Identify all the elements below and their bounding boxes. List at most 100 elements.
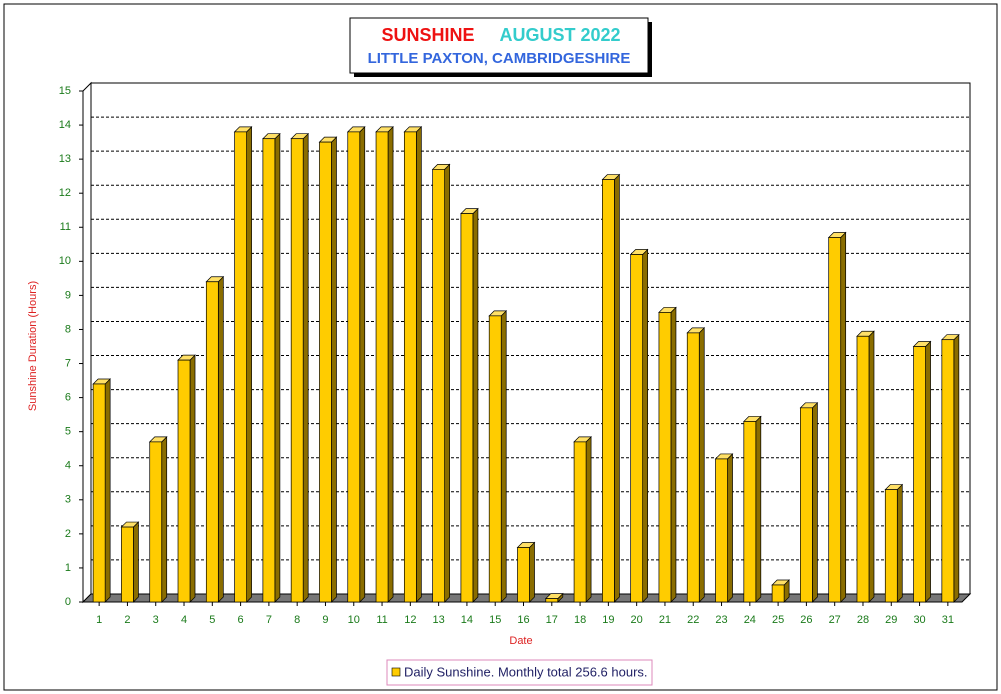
bar: [941, 333, 960, 603]
x-tick-label: 17: [546, 614, 558, 626]
bar-front: [658, 312, 672, 603]
bar-side: [415, 126, 422, 603]
bar-front: [460, 213, 474, 603]
bar: [686, 327, 706, 603]
bar-front: [545, 598, 559, 603]
x-axis-label: Date: [509, 635, 532, 647]
bar-front: [913, 346, 926, 603]
bar-front: [234, 131, 247, 603]
y-tick-label: 3: [65, 494, 71, 506]
bar-side: [925, 340, 931, 603]
legend-swatch: [391, 667, 401, 677]
bar-side: [529, 541, 535, 603]
bar-front: [205, 281, 219, 603]
bar-side: [698, 327, 705, 603]
bar: [148, 436, 168, 603]
bar: [403, 126, 423, 603]
bar: [92, 378, 111, 603]
x-tick-label: 8: [294, 614, 300, 626]
title-box: [349, 17, 649, 74]
bar: [629, 248, 649, 603]
bar-front: [177, 359, 191, 603]
bar-front: [319, 141, 332, 603]
x-tick-label: 1: [96, 614, 102, 626]
bar: [742, 415, 762, 603]
bar-side: [896, 483, 903, 603]
bar-front: [573, 441, 587, 603]
x-tick-label: 28: [857, 614, 869, 626]
bar-side: [274, 132, 281, 603]
bar-side: [387, 126, 394, 603]
chart-subtitle: LITTLE PAXTON, CAMBRIDGESHIRE: [368, 50, 631, 67]
bar-side: [359, 126, 366, 603]
bar: [799, 401, 819, 603]
bar-front: [715, 458, 728, 603]
bar: [714, 453, 734, 603]
x-tick-label: 21: [659, 614, 671, 626]
x-tick-label: 26: [800, 614, 812, 626]
y-tick-label: 2: [65, 528, 71, 540]
bar-side: [302, 132, 309, 603]
bar: [290, 132, 310, 603]
page-border: [3, 3, 998, 691]
bar: [318, 136, 338, 603]
x-tick-label: 11: [376, 614, 387, 626]
y-tick-label: 7: [65, 357, 71, 369]
x-tick-label: 25: [772, 614, 784, 626]
y-axis-label: Sunshine Duration (Hours): [27, 281, 39, 411]
x-tick-label: 23: [715, 614, 727, 626]
y-tick-label: 15: [59, 85, 71, 97]
y-tick-label: 8: [65, 323, 71, 335]
x-tick-label: 9: [322, 614, 328, 626]
bar-front: [743, 421, 757, 603]
x-tick-label: 20: [631, 614, 643, 626]
x-tick-label: 14: [461, 614, 473, 626]
bar: [544, 592, 564, 603]
bar-side: [217, 275, 224, 603]
bar-front: [884, 489, 898, 603]
bar-side: [953, 333, 960, 603]
legend-box: [386, 659, 653, 686]
bar-front: [800, 407, 813, 603]
bar: [488, 309, 508, 603]
x-tick-label: 19: [602, 614, 614, 626]
bar-side: [133, 521, 139, 603]
bar-side: [500, 309, 507, 603]
x-tick-label: 29: [885, 614, 897, 626]
bar: [856, 330, 875, 603]
x-tick-label: 30: [913, 614, 925, 626]
chart-title-date: AUGUST 2022: [499, 25, 620, 45]
bar: [827, 231, 847, 603]
x-tick-label: 12: [404, 614, 416, 626]
bar: [460, 207, 479, 603]
bar: [601, 173, 621, 603]
bar: [912, 340, 932, 603]
x-tick-label: 18: [574, 614, 586, 626]
x-tick-label: 10: [348, 614, 360, 626]
bar-side: [614, 173, 620, 603]
x-tick-label: 2: [124, 614, 130, 626]
bar-side: [189, 354, 196, 603]
x-tick-label: 6: [238, 614, 244, 626]
x-tick-label: 7: [266, 614, 272, 626]
x-tick-label: 27: [829, 614, 841, 626]
y-tick-label: 10: [59, 255, 71, 267]
bar: [177, 354, 196, 603]
bar-front: [602, 179, 615, 603]
bar-side: [161, 436, 168, 603]
y-tick-label: 1: [65, 562, 71, 574]
y-tick-label: 6: [65, 392, 71, 404]
bar: [431, 163, 451, 603]
bar-side: [812, 401, 818, 603]
x-tick-label: 31: [942, 614, 954, 626]
x-tick-label: 22: [687, 614, 699, 626]
bar-side: [331, 136, 337, 603]
bar-front: [290, 138, 304, 603]
side-wall: [82, 81, 92, 604]
x-tick-label: 3: [153, 614, 159, 626]
bar: [573, 436, 592, 603]
bar-front: [121, 526, 134, 603]
bar-front: [149, 441, 163, 603]
bar-side: [472, 207, 479, 603]
